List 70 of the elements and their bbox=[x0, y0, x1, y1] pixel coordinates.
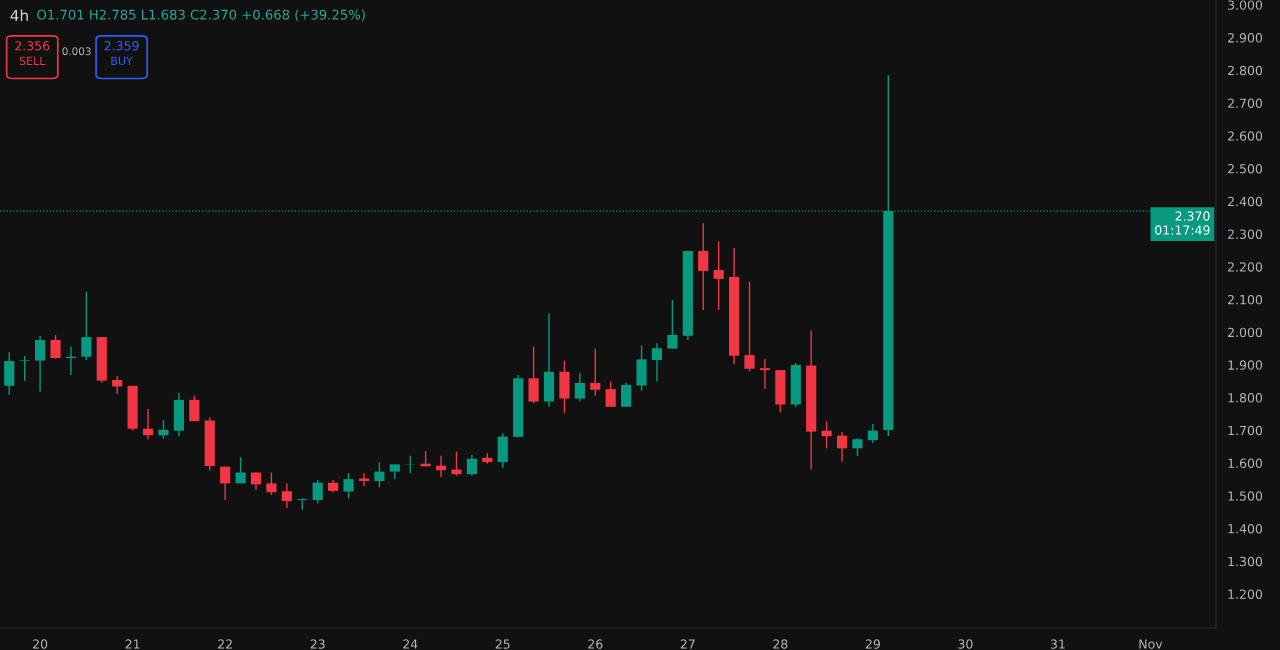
x-tick-label: 25 bbox=[495, 639, 510, 649]
candlestick bbox=[621, 381, 632, 408]
candlestick bbox=[312, 479, 323, 505]
candlestick bbox=[744, 281, 755, 373]
y-tick-label: 1.800 bbox=[1228, 393, 1263, 403]
candlestick bbox=[19, 355, 30, 382]
y-tick-label: 2.000 bbox=[1228, 327, 1263, 338]
y-tick-label: 2.400 bbox=[1228, 196, 1263, 207]
ref-line-label: 2.370 01:17:49 bbox=[1155, 211, 1210, 235]
y-tick-label: 1.400 bbox=[1228, 523, 1263, 534]
x-tick-label: 23 bbox=[310, 639, 325, 649]
candlestick bbox=[81, 290, 92, 361]
candlestick bbox=[142, 408, 154, 440]
candlestick bbox=[266, 471, 277, 496]
annotation: BUY bbox=[111, 56, 133, 66]
x-tick-label: 31 bbox=[1050, 639, 1065, 649]
candlestick bbox=[343, 472, 354, 500]
candlestick bbox=[358, 472, 370, 487]
candlestick bbox=[158, 419, 169, 440]
annotation: 2.356 bbox=[15, 41, 50, 51]
candlestick bbox=[189, 394, 200, 422]
y-tick-label: 3.000 bbox=[1228, 0, 1263, 10]
x-tick-label: 21 bbox=[125, 639, 140, 649]
y-tick-label: 2.200 bbox=[1228, 262, 1263, 272]
y-tick-label: 2.300 bbox=[1228, 229, 1263, 239]
annotation: 0.003 bbox=[62, 47, 91, 56]
y-tick-label: 2.700 bbox=[1228, 98, 1263, 109]
x-tick-label: 30 bbox=[958, 639, 973, 649]
x-tick-label: 28 bbox=[773, 639, 788, 649]
annotation: SELL bbox=[19, 56, 46, 66]
y-tick-label: 1.700 bbox=[1228, 425, 1263, 436]
candlestick bbox=[590, 348, 601, 397]
candlestick bbox=[713, 240, 724, 311]
x-tick-label: Nov bbox=[1139, 639, 1163, 649]
candlestick bbox=[451, 450, 462, 477]
candlestick bbox=[759, 358, 770, 390]
candlestick bbox=[667, 299, 678, 350]
candlestick bbox=[698, 222, 709, 311]
x-tick-label: 22 bbox=[218, 639, 232, 649]
x-tick-label: 29 bbox=[865, 639, 880, 649]
y-tick-label: 2.800 bbox=[1228, 65, 1263, 76]
annotation: O1.701 H2.785 L1.683 C2.370 +0.668 (+39.25%) bbox=[37, 9, 365, 22]
candlestick bbox=[651, 342, 663, 383]
y-tick-label: 1.900 bbox=[1228, 360, 1263, 370]
candlestick bbox=[220, 465, 231, 501]
y-tick-label: 1.600 bbox=[1228, 458, 1263, 468]
candlestick bbox=[605, 380, 616, 408]
candlestick bbox=[836, 431, 848, 463]
candlestick bbox=[374, 461, 385, 488]
candlestick bbox=[867, 423, 878, 444]
x-tick-label: 20 bbox=[33, 639, 48, 649]
candlestick bbox=[235, 456, 246, 485]
y-tick-label: 1.300 bbox=[1228, 556, 1263, 567]
candlestick bbox=[466, 454, 477, 477]
y-tick-label: 1.500 bbox=[1228, 491, 1263, 501]
candlestick bbox=[281, 482, 292, 509]
candlestick bbox=[528, 345, 539, 404]
candlestick bbox=[574, 372, 585, 403]
y-tick-label: 2.600 bbox=[1228, 131, 1263, 141]
x-tick-label: 27 bbox=[680, 639, 695, 649]
y-tick-label: 2.900 bbox=[1228, 33, 1263, 43]
x-tick-label: 26 bbox=[588, 639, 603, 649]
candlestick bbox=[35, 335, 46, 393]
candlestick bbox=[50, 334, 61, 360]
annotation: 2.359 bbox=[104, 41, 139, 51]
y-tick-label: 2.100 bbox=[1228, 294, 1263, 305]
y-tick-label: 1.200 bbox=[1228, 589, 1263, 599]
chart-title: 4h bbox=[10, 9, 28, 22]
x-tick-label: 24 bbox=[403, 639, 418, 649]
y-tick-label: 2.500 bbox=[1228, 164, 1263, 174]
